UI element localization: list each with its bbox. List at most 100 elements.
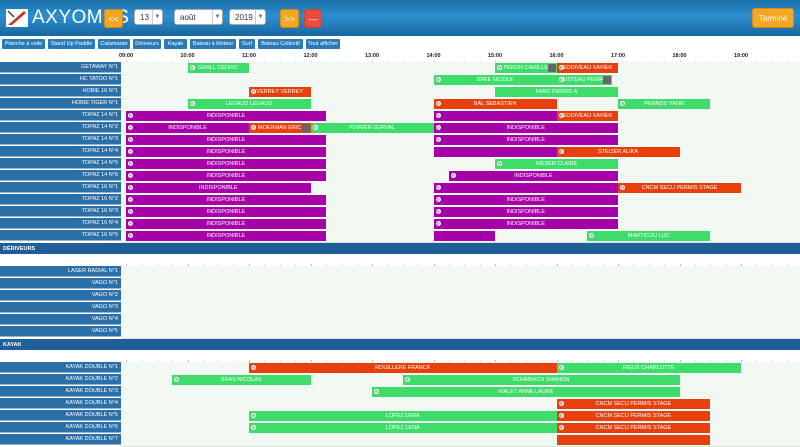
edit-icon[interactable] — [301, 124, 310, 132]
category-filter-button[interactable]: Dériveurs — [133, 39, 161, 49]
category-filter-button[interactable]: Surf — [239, 39, 255, 49]
reset-button[interactable]: — — [304, 9, 322, 28]
category-filter-button[interactable]: Bateau à Moteur — [190, 39, 236, 49]
booking-bar[interactable]: ⚙ INDISPONIBLE — [126, 147, 326, 157]
gear-icon[interactable]: ⚙ — [128, 221, 133, 226]
edit-icon[interactable] — [547, 64, 556, 72]
category-filter-button[interactable]: Stand Up Paddle — [48, 39, 95, 49]
resource-label[interactable]: VAGO N°5 — [0, 326, 121, 337]
booking-bar[interactable]: ⚙ — [433, 183, 618, 193]
category-filter-button[interactable]: Bateau Collectif — [258, 39, 303, 49]
booking-bar[interactable]: ⚙ PENNDU YANN — [618, 99, 711, 109]
gear-icon[interactable]: ⚙ — [251, 425, 256, 430]
gear-icon[interactable]: ⚙ — [128, 137, 133, 142]
gear-icon[interactable]: ⚙ — [128, 197, 133, 202]
resource-label[interactable]: TOPAZ 14 N°2 — [0, 122, 121, 133]
resource-label[interactable]: VAGO N°4 — [0, 314, 121, 325]
category-filter-button[interactable]: Catamaran — [98, 39, 130, 49]
gear-icon[interactable]: ⚙ — [450, 173, 456, 178]
gear-icon[interactable]: ⚙ — [251, 413, 256, 418]
booking-bar[interactable]: ⚙ VERREY VERREY — [249, 87, 311, 97]
gear-icon[interactable]: ⚙ — [251, 365, 256, 370]
booking-bar[interactable]: ⚙ BRAS NICOLAS — [172, 375, 311, 385]
day-select[interactable]: 13 ▼ — [134, 9, 163, 25]
booking-bar[interactable]: ⚙ INDISPONIBLE — [126, 183, 311, 193]
booking-bar[interactable]: ⚙ INDISPONIBLE — [126, 159, 326, 169]
booking-bar[interactable]: ⚙ GODIVEAU XAVIER — [556, 111, 618, 121]
booking-bar[interactable]: ⚙ CNCM SECU PERMIS STAGE — [556, 399, 711, 409]
resource-label[interactable]: LASER RADIAL N°1 — [0, 266, 121, 277]
booking-bar[interactable]: ⚙ MARTICOU LUC — [587, 231, 711, 241]
gear-icon[interactable]: ⚙ — [558, 77, 564, 82]
gear-icon[interactable]: ⚙ — [435, 209, 441, 214]
booking-bar[interactable]: ⚙ INDISPONIBLE — [433, 135, 618, 145]
resource-label[interactable]: KAYAK DOUBLE N°5 — [0, 410, 121, 421]
resource-label[interactable]: TOPAZ 16 N°1 — [0, 182, 121, 193]
gear-icon[interactable]: ⚙ — [174, 377, 180, 382]
gear-icon[interactable]: ⚙ — [189, 65, 195, 70]
booking-bar[interactable]: ⚙ STEIZER ALIKA — [556, 147, 680, 157]
resource-label[interactable]: TOPAZ 16 N°2 — [0, 194, 121, 205]
resource-label[interactable]: VAGO N°2 — [0, 290, 121, 301]
booking-bar[interactable]: ⚙ INDISPONIBLE — [126, 111, 326, 121]
booking-bar[interactable]: ⚙ CNCM SECU PERMIS STAGE — [556, 423, 711, 433]
gear-icon[interactable]: ⚙ — [128, 233, 133, 238]
booking-bar[interactable]: ⚙ CNCM SECU PERMIS STAGE — [556, 411, 711, 421]
gear-icon[interactable]: ⚙ — [251, 89, 256, 94]
gear-icon[interactable]: ⚙ — [251, 125, 256, 130]
next-day-button[interactable]: >> — [280, 9, 299, 28]
gear-icon[interactable]: ⚙ — [128, 149, 133, 154]
gear-icon[interactable]: ⚙ — [435, 185, 441, 190]
booking-bar[interactable] — [433, 147, 557, 157]
booking-bar[interactable]: ⚙ LOPEZ LENA — [249, 423, 557, 433]
booking-bar[interactable]: ⚙ MOERMAN ERIC — [249, 123, 311, 133]
gear-icon[interactable]: ⚙ — [435, 197, 441, 202]
resource-label[interactable]: KAYAK DOUBLE N°3 — [0, 386, 121, 397]
booking-bar[interactable]: ⚙ INDISPONIBLE — [433, 123, 618, 133]
gear-icon[interactable]: ⚙ — [558, 65, 564, 70]
gear-icon[interactable]: ⚙ — [435, 77, 441, 82]
gear-icon[interactable]: ⚙ — [128, 173, 133, 178]
resource-label[interactable]: TOPAZ 14 N°1 — [0, 110, 121, 121]
booking-bar[interactable]: ⚙ JUSTEAU PIERRE — [556, 75, 612, 85]
booking-bar[interactable]: FARG PIERRE A — [495, 87, 618, 97]
resource-label[interactable]: TOPAZ 16 N°3 — [0, 206, 121, 217]
gear-icon[interactable]: ⚙ — [128, 185, 133, 190]
gear-icon[interactable]: ⚙ — [435, 221, 441, 226]
gear-icon[interactable]: ⚙ — [435, 137, 441, 142]
category-filter-button[interactable]: Planche à voile — [2, 39, 45, 49]
booking-bar[interactable]: ⚙ INDISPONIBLE — [126, 231, 326, 241]
resource-label[interactable]: TOPAZ 14 N°4 — [0, 146, 121, 157]
resource-label[interactable]: KAYAK DOUBLE N°7 — [0, 434, 121, 445]
booking-bar[interactable]: ⚙ INDISPONIBLE — [126, 195, 326, 205]
booking-bar[interactable]: ⚙ VIALET ANNE LAURE — [372, 387, 680, 397]
resource-label[interactable]: HC TATOO N°1 — [0, 74, 121, 85]
booking-bar[interactable]: ⚙ INDISPONIBLE — [126, 123, 249, 133]
booking-bar[interactable]: ⚙ INDISPONIBLE — [433, 219, 618, 229]
gear-icon[interactable]: ⚙ — [558, 413, 564, 418]
booking-bar[interactable] — [433, 231, 495, 241]
booking-bar[interactable]: ⚙ INDISPONIBLE — [126, 207, 326, 217]
booking-bar[interactable]: ⚙ ROUILLERE FRANCK — [249, 363, 557, 373]
resource-label[interactable]: TOPAZ 14 N°5 — [0, 158, 121, 169]
resource-label[interactable]: TOPAZ 16 N°5 — [0, 230, 121, 241]
gear-icon[interactable]: ⚙ — [558, 149, 564, 154]
booking-bar[interactable]: ⚙ GRALL CEDRIC — [187, 63, 249, 73]
resource-label[interactable]: KAYAK DOUBLE N°6 — [0, 422, 121, 433]
resource-label[interactable]: TOPAZ 14 N°6 — [0, 170, 121, 181]
booking-bar[interactable]: ⚙ SPEE NICOLE — [433, 75, 557, 85]
prev-day-button[interactable]: << — [104, 9, 123, 28]
gear-icon[interactable]: ⚙ — [497, 161, 502, 166]
category-filter-button[interactable]: Tout afficher — [306, 39, 340, 49]
gear-icon[interactable]: ⚙ — [404, 377, 410, 382]
resource-label[interactable]: KAYAK DOUBLE N°2 — [0, 374, 121, 385]
gear-icon[interactable]: ⚙ — [589, 233, 595, 238]
resource-label[interactable]: HOBIE TIGER N°1 — [0, 98, 121, 109]
resource-label[interactable]: TOPAZ 14 N°3 — [0, 134, 121, 145]
gear-icon[interactable]: ⚙ — [128, 125, 133, 130]
resource-label[interactable]: KAYAK DOUBLE N°4 — [0, 398, 121, 409]
gear-icon[interactable]: ⚙ — [189, 101, 195, 106]
booking-bar[interactable]: ⚙ PERON CAMILLE — [495, 63, 557, 73]
gear-icon[interactable]: ⚙ — [558, 365, 564, 370]
gear-icon[interactable]: ⚙ — [558, 425, 564, 430]
